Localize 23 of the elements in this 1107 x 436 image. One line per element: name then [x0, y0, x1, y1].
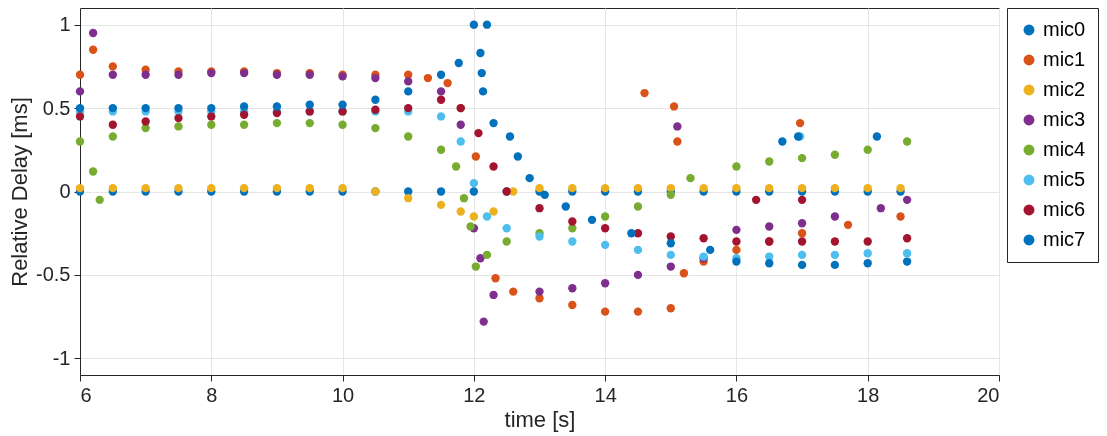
y-tick-label: 0.5 [42, 96, 71, 119]
x-tick-label: 18 [857, 383, 880, 406]
y-tick-label: -1 [52, 346, 71, 369]
y-tick-label: 0 [59, 180, 71, 202]
y-axis-title: Relative Delay [ms] [7, 97, 33, 287]
x-tick-label: 8 [206, 383, 218, 406]
x-tick-label: 6 [80, 383, 92, 406]
x-axis-title: time [s] [504, 406, 576, 432]
y-tick-label: 1 [59, 13, 71, 36]
x-tick-label: 12 [463, 383, 486, 406]
legend-label: mic1 [1043, 48, 1086, 70]
x-tick-label: 20 [977, 383, 1000, 406]
legend-label: mic3 [1043, 108, 1086, 130]
legend-label: mic0 [1043, 18, 1086, 40]
x-tick-label: 14 [594, 383, 617, 406]
legend-label: mic5 [1043, 168, 1086, 190]
legend-label: mic7 [1043, 228, 1086, 250]
legend-label: mic6 [1043, 198, 1086, 220]
legend-label: mic4 [1043, 138, 1086, 160]
x-tick-label: 10 [331, 383, 355, 406]
x-tick-label: 16 [725, 383, 749, 406]
y-tick-label: -0.5 [36, 263, 71, 286]
legend-label: mic2 [1043, 78, 1086, 100]
